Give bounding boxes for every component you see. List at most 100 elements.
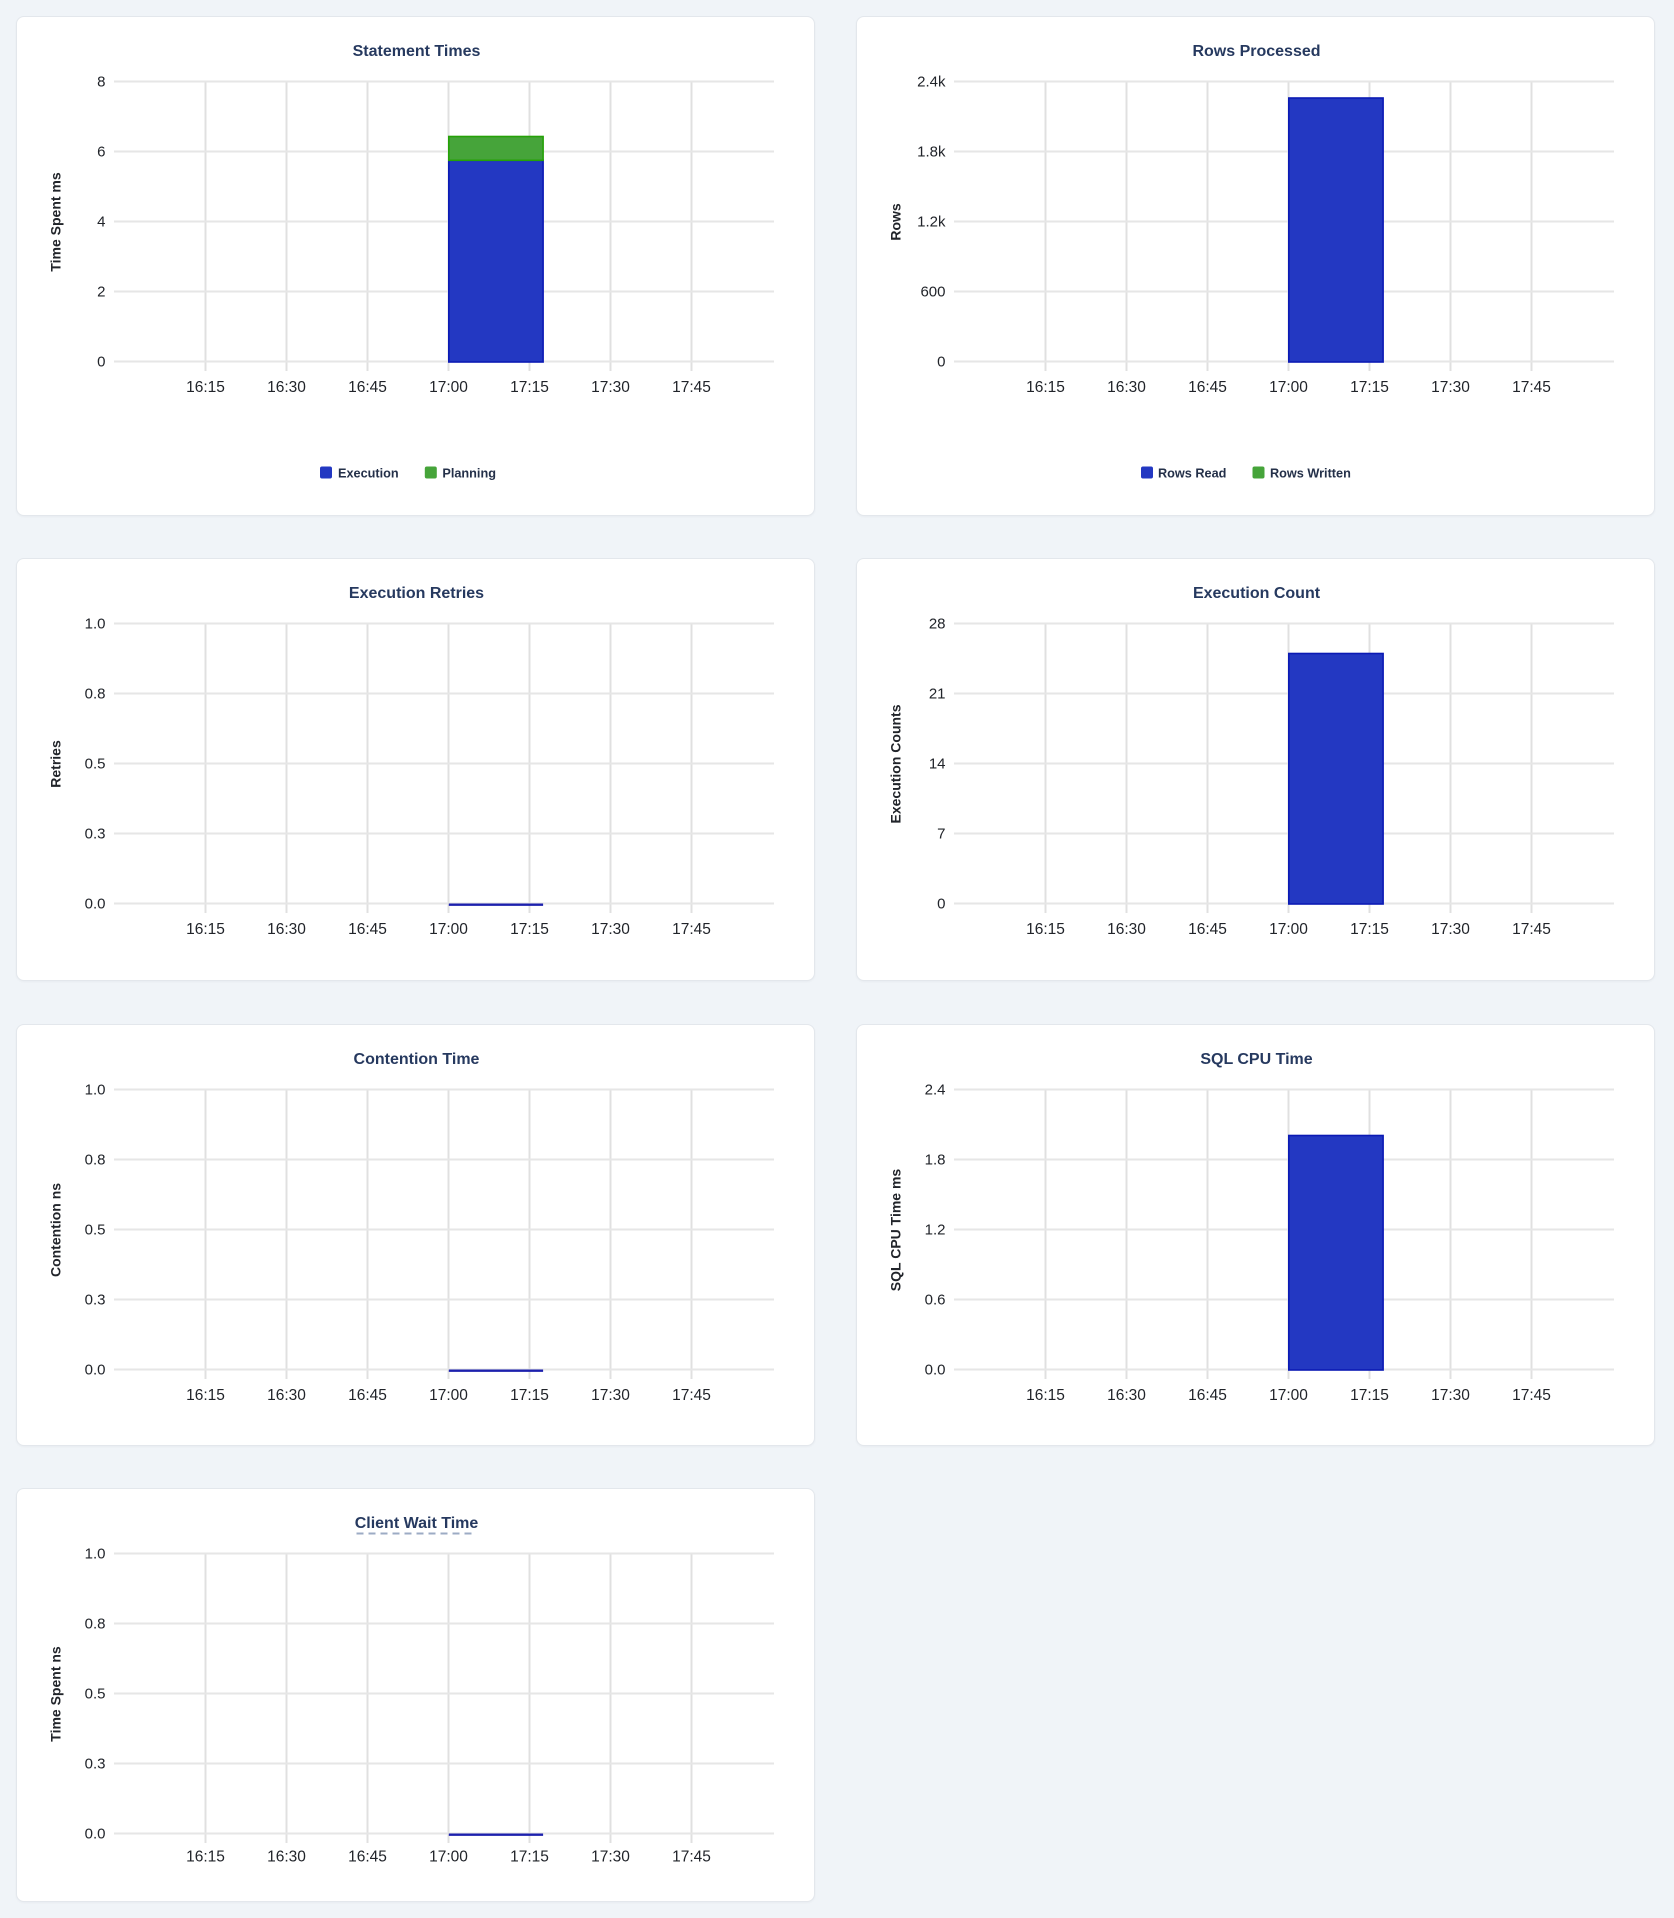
svg-text:16:30: 16:30 bbox=[267, 921, 306, 938]
svg-text:1.0: 1.0 bbox=[85, 615, 106, 632]
svg-text:Client Wait Time: Client Wait Time bbox=[355, 1515, 479, 1532]
svg-text:Rows Read: Rows Read bbox=[1158, 467, 1226, 481]
svg-text:Rows Processed: Rows Processed bbox=[1192, 43, 1320, 60]
svg-text:16:45: 16:45 bbox=[1188, 379, 1227, 396]
svg-text:21: 21 bbox=[929, 685, 946, 702]
svg-text:SQL CPU Time: SQL CPU Time bbox=[1200, 1051, 1312, 1068]
svg-text:1.8: 1.8 bbox=[925, 1151, 946, 1168]
svg-text:Contention ns: Contention ns bbox=[48, 1182, 64, 1276]
svg-text:0: 0 bbox=[937, 895, 945, 912]
svg-text:17:45: 17:45 bbox=[672, 1848, 711, 1865]
svg-text:16:45: 16:45 bbox=[348, 1387, 387, 1404]
svg-text:17:00: 17:00 bbox=[1269, 379, 1308, 396]
svg-text:0.5: 0.5 bbox=[85, 755, 106, 772]
svg-text:SQL CPU Time ms: SQL CPU Time ms bbox=[888, 1168, 904, 1291]
svg-text:1.0: 1.0 bbox=[85, 1081, 106, 1098]
svg-text:17:15: 17:15 bbox=[1350, 1387, 1389, 1404]
svg-text:Contention Time: Contention Time bbox=[354, 1051, 480, 1068]
svg-text:0.3: 0.3 bbox=[85, 1755, 106, 1772]
svg-text:6: 6 bbox=[97, 144, 105, 161]
svg-text:Time Spent ms: Time Spent ms bbox=[48, 172, 64, 272]
svg-text:16:15: 16:15 bbox=[186, 1848, 225, 1865]
svg-text:0: 0 bbox=[937, 354, 945, 371]
svg-text:4: 4 bbox=[97, 214, 105, 231]
svg-text:17:00: 17:00 bbox=[1269, 1387, 1308, 1404]
svg-text:600: 600 bbox=[920, 284, 945, 301]
svg-text:16:45: 16:45 bbox=[1188, 921, 1227, 938]
svg-text:0: 0 bbox=[97, 354, 105, 371]
svg-text:17:15: 17:15 bbox=[510, 1848, 549, 1865]
svg-text:17:15: 17:15 bbox=[1350, 921, 1389, 938]
svg-text:17:45: 17:45 bbox=[672, 921, 711, 938]
svg-text:17:30: 17:30 bbox=[591, 379, 630, 396]
svg-text:17:30: 17:30 bbox=[1431, 921, 1470, 938]
svg-text:16:15: 16:15 bbox=[1026, 1387, 1065, 1404]
svg-text:1.8k: 1.8k bbox=[917, 144, 946, 161]
svg-text:0.0: 0.0 bbox=[925, 1361, 946, 1378]
svg-text:17:15: 17:15 bbox=[1350, 379, 1389, 396]
svg-text:0.0: 0.0 bbox=[85, 1361, 106, 1378]
svg-text:16:15: 16:15 bbox=[1026, 921, 1065, 938]
svg-text:1.0: 1.0 bbox=[85, 1545, 106, 1562]
svg-text:Execution Count: Execution Count bbox=[1193, 585, 1321, 602]
svg-text:Rows: Rows bbox=[888, 203, 904, 241]
svg-text:16:15: 16:15 bbox=[1026, 379, 1065, 396]
svg-text:7: 7 bbox=[937, 825, 945, 842]
svg-text:Retries: Retries bbox=[48, 740, 64, 788]
svg-text:17:30: 17:30 bbox=[591, 1848, 630, 1865]
svg-text:Execution Counts: Execution Counts bbox=[888, 704, 904, 823]
svg-text:17:00: 17:00 bbox=[1269, 921, 1308, 938]
svg-text:Time Spent ns: Time Spent ns bbox=[48, 1646, 64, 1742]
svg-text:Statement Times: Statement Times bbox=[353, 43, 481, 60]
svg-text:17:45: 17:45 bbox=[1512, 379, 1551, 396]
svg-text:0.5: 0.5 bbox=[85, 1221, 106, 1238]
svg-text:17:30: 17:30 bbox=[591, 1387, 630, 1404]
svg-text:16:15: 16:15 bbox=[186, 379, 225, 396]
svg-text:16:15: 16:15 bbox=[186, 921, 225, 938]
svg-text:17:15: 17:15 bbox=[510, 1387, 549, 1404]
svg-text:17:45: 17:45 bbox=[672, 379, 711, 396]
svg-text:0.3: 0.3 bbox=[85, 1291, 106, 1308]
svg-text:17:00: 17:00 bbox=[429, 1387, 468, 1404]
svg-text:16:45: 16:45 bbox=[1188, 1387, 1227, 1404]
svg-text:8: 8 bbox=[97, 74, 105, 91]
svg-text:Execution Retries: Execution Retries bbox=[349, 585, 484, 602]
svg-text:16:45: 16:45 bbox=[348, 379, 387, 396]
svg-text:Rows Written: Rows Written bbox=[1270, 467, 1351, 481]
svg-text:1.2k: 1.2k bbox=[917, 214, 946, 231]
svg-text:17:45: 17:45 bbox=[1512, 921, 1551, 938]
svg-text:1.2: 1.2 bbox=[925, 1221, 946, 1238]
svg-text:17:00: 17:00 bbox=[429, 379, 468, 396]
svg-text:16:30: 16:30 bbox=[1107, 921, 1146, 938]
svg-text:17:00: 17:00 bbox=[429, 921, 468, 938]
svg-text:0.8: 0.8 bbox=[85, 685, 106, 702]
svg-text:0.0: 0.0 bbox=[85, 895, 106, 912]
svg-text:0.8: 0.8 bbox=[85, 1151, 106, 1168]
svg-text:28: 28 bbox=[929, 615, 946, 632]
svg-text:Execution: Execution bbox=[338, 467, 399, 481]
svg-text:17:15: 17:15 bbox=[510, 921, 549, 938]
svg-text:17:45: 17:45 bbox=[1512, 1387, 1551, 1404]
svg-text:0.8: 0.8 bbox=[85, 1615, 106, 1632]
svg-text:0.3: 0.3 bbox=[85, 825, 106, 842]
svg-text:16:15: 16:15 bbox=[186, 1387, 225, 1404]
svg-text:17:00: 17:00 bbox=[429, 1848, 468, 1865]
svg-text:Planning: Planning bbox=[442, 467, 496, 481]
svg-text:2.4k: 2.4k bbox=[917, 74, 946, 91]
svg-text:14: 14 bbox=[929, 755, 946, 772]
svg-text:0.0: 0.0 bbox=[85, 1825, 106, 1842]
svg-text:17:45: 17:45 bbox=[672, 1387, 711, 1404]
svg-text:17:30: 17:30 bbox=[1431, 379, 1470, 396]
svg-text:2.4: 2.4 bbox=[925, 1081, 946, 1098]
svg-text:16:45: 16:45 bbox=[348, 921, 387, 938]
svg-text:2: 2 bbox=[97, 284, 105, 301]
svg-text:17:30: 17:30 bbox=[591, 921, 630, 938]
svg-text:16:30: 16:30 bbox=[267, 1387, 306, 1404]
svg-text:16:45: 16:45 bbox=[348, 1848, 387, 1865]
svg-text:16:30: 16:30 bbox=[1107, 379, 1146, 396]
svg-text:0.5: 0.5 bbox=[85, 1685, 106, 1702]
svg-text:16:30: 16:30 bbox=[1107, 1387, 1146, 1404]
svg-text:17:15: 17:15 bbox=[510, 379, 549, 396]
svg-text:17:30: 17:30 bbox=[1431, 1387, 1470, 1404]
svg-text:16:30: 16:30 bbox=[267, 1848, 306, 1865]
